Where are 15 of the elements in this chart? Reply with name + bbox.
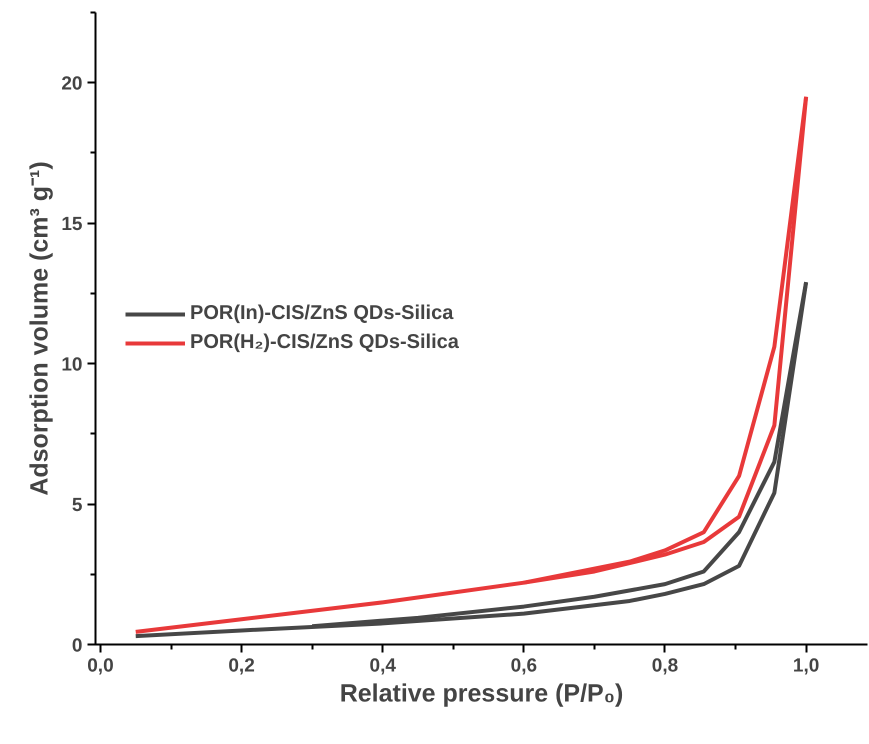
x-tick-label: 0,8 — [652, 656, 678, 676]
legend-label: POR(In)-CIS/ZnS QDs-Silica — [190, 302, 454, 325]
y-tick-label: 15 — [61, 214, 83, 236]
x-tick-label: 0,4 — [370, 656, 396, 676]
y-tick-label: 20 — [61, 74, 83, 95]
x-tick-label: 0,2 — [228, 656, 255, 676]
x-axis-title: Relative pressure (P/P₀) — [340, 680, 624, 708]
x-tick-label: 0,6 — [510, 656, 538, 676]
x-tick-label: 0,0 — [87, 656, 114, 676]
y-tick-label: 10 — [61, 354, 83, 376]
y-axis-title: Adsorption volume (cm³ g⁻¹) — [25, 161, 54, 496]
x-tick-label: 1,0 — [792, 656, 820, 676]
y-tick-label: 0 — [72, 636, 83, 656]
legend-label: POR(H₂)-CIS/ZnS QDs-Silica — [190, 331, 459, 354]
y-tick-label: 5 — [72, 495, 83, 516]
